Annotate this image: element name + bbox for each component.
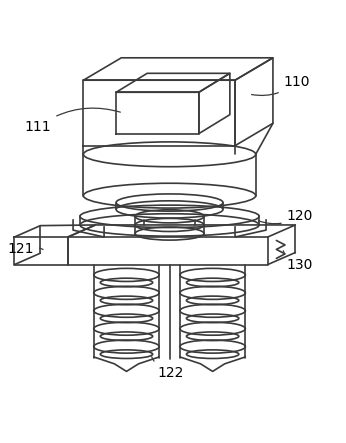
Text: 111: 111: [25, 108, 120, 134]
Text: 121: 121: [8, 242, 43, 256]
Text: 130: 130: [283, 251, 313, 272]
Text: 122: 122: [152, 357, 184, 380]
Text: 110: 110: [252, 75, 310, 95]
Text: 120: 120: [258, 210, 313, 224]
